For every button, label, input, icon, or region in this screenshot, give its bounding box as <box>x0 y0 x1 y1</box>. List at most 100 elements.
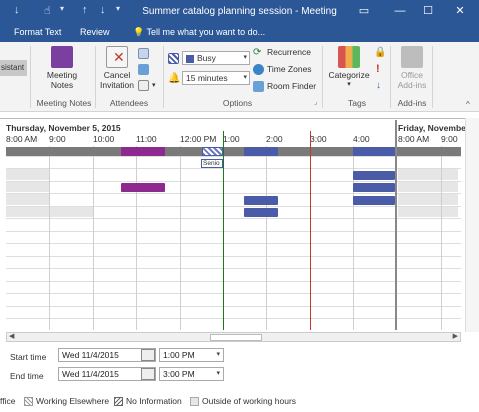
check-names-button[interactable] <box>138 62 152 76</box>
categorize-button[interactable]: Categorize ▾ <box>326 46 372 90</box>
busy-color-swatch <box>186 54 194 63</box>
response-options-button[interactable]: ▾ <box>138 78 156 92</box>
private-button[interactable]: 🔒 <box>374 45 386 59</box>
address-book-icon <box>138 47 149 59</box>
up-arrow-icon[interactable]: ↑ <box>82 4 88 16</box>
chevron-down-icon: ▾ <box>243 74 247 81</box>
recurrence-icon: ⟳ <box>253 46 262 58</box>
no-information-swatch <box>114 396 123 406</box>
tell-me-search[interactable]: 💡 Tell me what you want to do... <box>133 27 266 37</box>
ribbon-tabs: Format Text Review 💡 Tell me what you wa… <box>0 24 479 42</box>
start-date-field[interactable]: Wed 11/4/2015 <box>58 348 156 362</box>
outside-hours-swatch <box>190 396 199 406</box>
attendees-group-label: Attendees <box>109 98 149 108</box>
address-book-button[interactable] <box>138 46 152 60</box>
room-finder-button[interactable]: Room Finder <box>253 79 316 93</box>
minimize-button[interactable]: — <box>394 5 406 17</box>
low-importance-icon: ↓ <box>376 79 381 91</box>
hour-label: 11:00 <box>136 134 157 144</box>
end-date-field[interactable]: Wed 11/4/2015 <box>58 367 156 381</box>
start-time-dropdown[interactable]: 1:00 PM ▾ <box>159 348 224 362</box>
scroll-left-icon[interactable]: ◀ <box>9 333 15 340</box>
hour-label: 8:00 AM <box>6 134 38 144</box>
calendar-icon[interactable] <box>141 349 155 361</box>
outside-hours-block <box>6 181 49 192</box>
room-finder-icon <box>253 80 264 92</box>
collapse-ribbon-icon[interactable]: ^ <box>466 100 470 109</box>
dropdown-arrow-icon: ▾ <box>152 82 156 89</box>
lightbulb-icon: 💡 <box>133 27 147 37</box>
meeting-notes-button[interactable]: Meeting Notes <box>42 46 82 90</box>
outside-hours-block <box>398 194 458 205</box>
appointment-tentative <box>202 147 223 156</box>
legend-outside-working-hours: Outside of working hours <box>190 396 296 406</box>
hour-label: 2:00 <box>266 134 283 144</box>
hour-label: 4:00 <box>353 134 370 144</box>
tab-format-text[interactable]: Format Text <box>14 27 62 37</box>
horizontal-scrollbar[interactable]: ◀ ▶ <box>6 332 461 342</box>
globe-icon <box>253 63 264 75</box>
time-zones-button[interactable]: Time Zones <box>253 62 312 76</box>
maximize-button[interactable]: ☐ <box>423 5 433 17</box>
tags-group-label: Tags <box>348 98 366 108</box>
options-group-label: Options <box>222 98 253 108</box>
calendar-icon[interactable] <box>141 368 155 380</box>
low-importance-button[interactable]: ↓ <box>376 78 381 92</box>
chevron-down-icon: ▾ <box>216 351 220 358</box>
appointment-busy <box>353 196 395 205</box>
hour-label: 8:00 AM <box>398 134 430 144</box>
high-importance-button[interactable]: ! <box>376 62 380 76</box>
reminder-dropdown[interactable]: 15 minutes ▾ <box>182 71 250 85</box>
scheduling-assistant-button[interactable]: sistant <box>0 60 27 76</box>
show-as-icon <box>168 51 182 65</box>
day-header-thursday: Thursday, November 5, 2015 <box>6 123 121 133</box>
day-divider <box>395 120 397 330</box>
office-add-ins-icon <box>401 46 423 68</box>
office-add-ins-button[interactable]: Office Add-ins <box>394 46 430 90</box>
selected-attendee-tag: Senio <box>201 159 223 168</box>
meeting-notes-group-label: Meeting Notes <box>36 98 92 108</box>
end-time-dropdown[interactable]: 3:00 PM ▾ <box>159 367 224 381</box>
show-as-dropdown[interactable]: Busy ▾ <box>182 51 250 65</box>
meeting-start-marker[interactable] <box>223 131 224 330</box>
scheduling-grid[interactable] <box>0 118 465 330</box>
vertical-scrollbar[interactable] <box>465 118 479 332</box>
close-button[interactable]: ✕ <box>455 5 465 17</box>
scroll-thumb[interactable] <box>210 334 262 341</box>
undo-icon[interactable]: ↓ <box>14 4 20 16</box>
ribbon-display-options-icon[interactable]: ▭ <box>358 5 370 17</box>
tab-review[interactable]: Review <box>80 27 110 37</box>
customize-qat-icon[interactable]: ▾ <box>60 4 65 13</box>
chevron-down-icon: ▾ <box>216 370 220 377</box>
recurrence-button[interactable]: ⟳ Recurrence <box>253 46 311 58</box>
appointment-busy <box>244 196 278 205</box>
reminder-icon: 🔔 <box>168 72 181 84</box>
lock-icon: 🔒 <box>374 46 387 58</box>
touch-mode-icon[interactable]: ☝ <box>44 5 51 17</box>
appointment-busy <box>353 171 395 180</box>
start-time-label: Start time <box>10 352 47 362</box>
legend-working-elsewhere: Working Elsewhere <box>24 396 109 406</box>
hour-label: 9:00 <box>49 134 66 144</box>
ribbon: sistant Meeting Notes Meeting Notes ✕ Ca… <box>0 42 479 112</box>
more-icon[interactable]: ▾ <box>116 4 121 13</box>
down-arrow-icon[interactable]: ↓ <box>100 4 106 16</box>
end-time-label: End time <box>10 371 44 381</box>
working-elsewhere-swatch <box>24 396 33 406</box>
options-dialog-launcher-icon[interactable]: ⌟ <box>314 99 318 106</box>
hour-label: 1:00 <box>223 134 240 144</box>
cancel-invitation-button[interactable]: ✕ Cancel Invitation <box>96 46 138 90</box>
high-importance-icon: ! <box>376 63 380 75</box>
hour-label: 12:00 PM <box>180 134 217 144</box>
categorize-icon <box>338 46 360 68</box>
hour-label: 10:00 <box>93 134 115 144</box>
hour-label: 9:00 <box>441 134 458 144</box>
onenote-icon <box>51 46 73 68</box>
appointment-busy <box>244 208 278 217</box>
response-options-icon <box>138 79 149 91</box>
chevron-down-icon: ▾ <box>347 81 351 88</box>
meeting-end-marker[interactable] <box>310 131 311 330</box>
outside-hours-block <box>6 169 49 180</box>
scroll-right-icon[interactable]: ▶ <box>452 333 458 340</box>
appointment-busy <box>244 147 278 156</box>
